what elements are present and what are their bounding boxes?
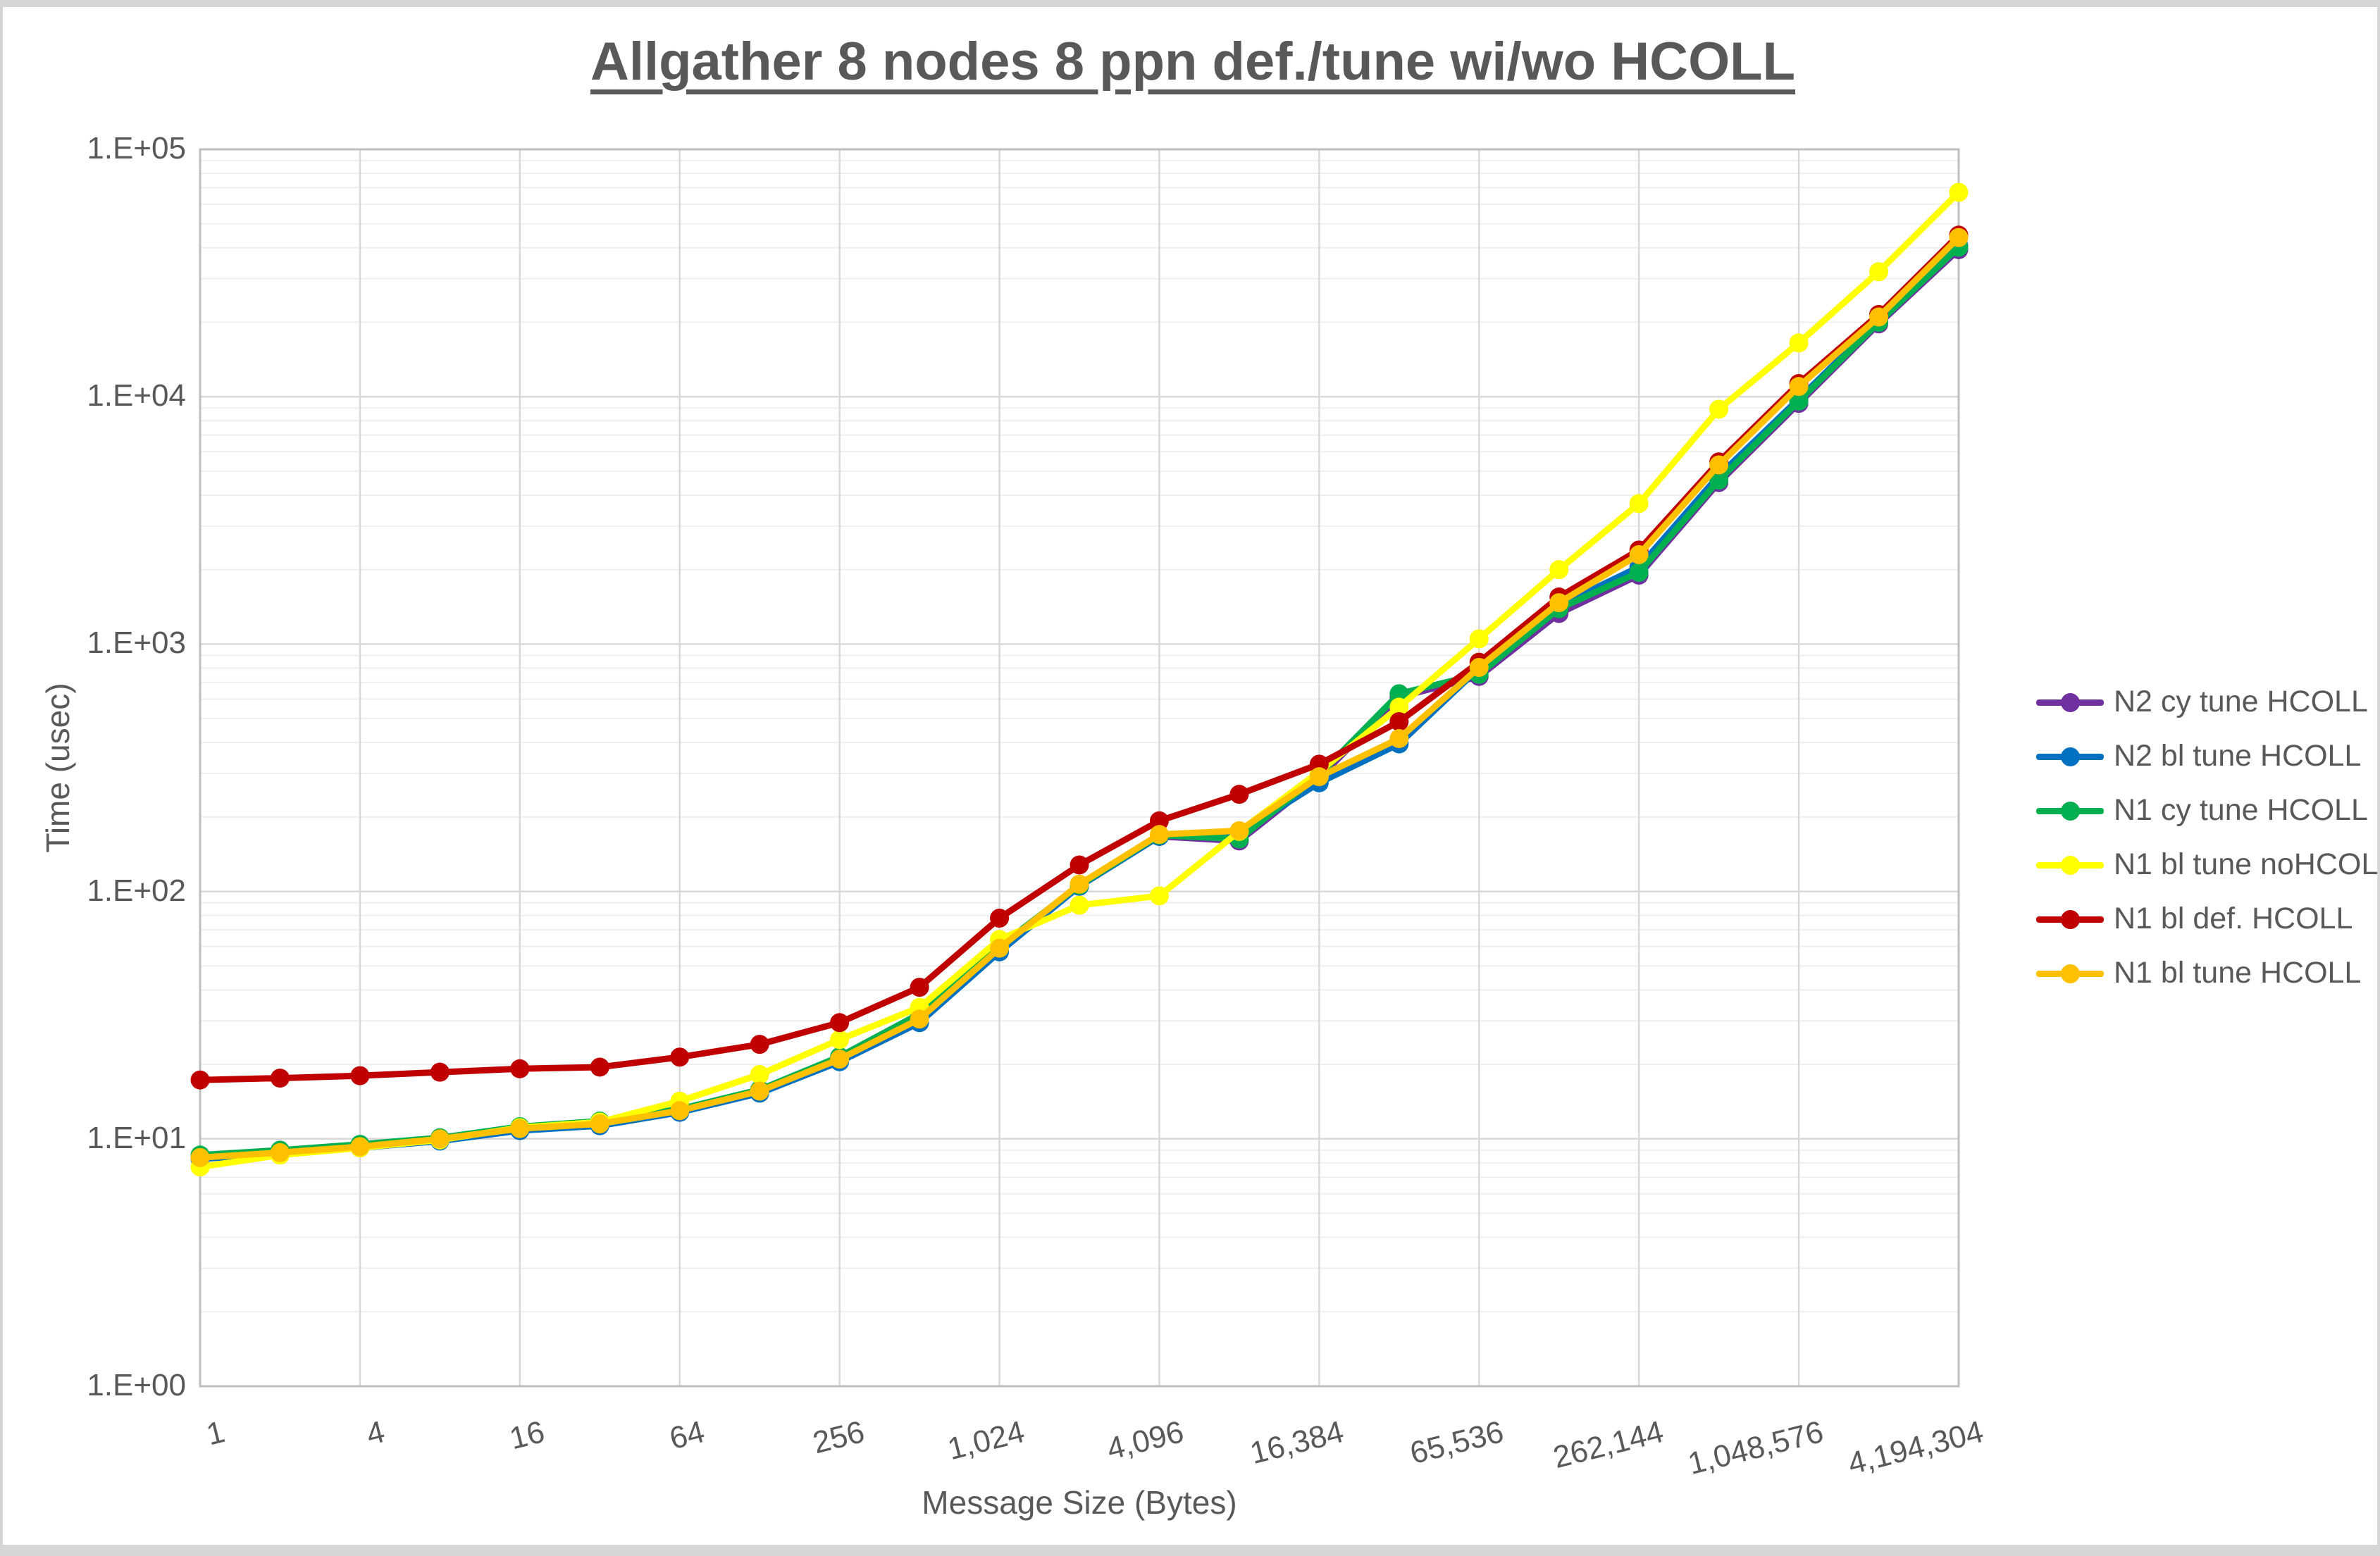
- data-point: [750, 1064, 769, 1084]
- data-point: [910, 978, 929, 997]
- data-point: [430, 1062, 450, 1082]
- data-point: [830, 1013, 850, 1033]
- data-point: [830, 1030, 850, 1050]
- legend-marker-icon: [2036, 964, 2104, 983]
- data-point: [270, 1143, 290, 1162]
- data-point: [1309, 767, 1329, 787]
- legend-marker-icon: [2036, 692, 2104, 712]
- y-tick-label: 1.E+00: [87, 1368, 186, 1402]
- x-axis-title: Message Size (Bytes): [922, 1484, 1237, 1521]
- y-tick-label: 1.E+05: [87, 131, 186, 166]
- data-point: [990, 908, 1010, 928]
- data-point: [510, 1059, 530, 1078]
- legend-marker-icon: [2036, 801, 2104, 821]
- data-point: [1149, 825, 1169, 845]
- legend-item-n1-bl-def-hcoll[interactable]: N1 bl def. HCOLL: [2036, 892, 2377, 946]
- data-point: [1869, 262, 1889, 282]
- legend-item-n2-cy-tune-hcoll[interactable]: N2 cy tune HCOLL: [2036, 675, 2377, 729]
- legend-label: N1 cy tune HCOLL: [2114, 793, 2368, 827]
- data-point: [910, 1009, 929, 1029]
- chart-title: Allgather 8 nodes 8 ppn def./tune wi/wo …: [590, 32, 1796, 92]
- plot-frame: [199, 148, 1960, 1388]
- legend-label: N2 bl tune HCOLL: [2114, 739, 2362, 773]
- data-point: [670, 1101, 690, 1121]
- data-point: [1629, 563, 1649, 583]
- data-point: [190, 1147, 210, 1167]
- data-point: [1070, 874, 1089, 894]
- data-point: [590, 1114, 609, 1133]
- y-tick-label: 1.E+01: [87, 1120, 186, 1155]
- data-point: [430, 1129, 450, 1149]
- data-point: [1709, 455, 1729, 475]
- legend-label: N1 bl tune noHCOLL: [2114, 847, 2380, 881]
- data-point: [1229, 821, 1249, 840]
- data-point: [1629, 544, 1649, 564]
- data-point: [1149, 886, 1169, 906]
- data-point: [1070, 895, 1089, 915]
- data-point: [190, 1070, 210, 1090]
- data-point: [1789, 377, 1809, 397]
- y-tick-label: 1.E+04: [87, 378, 186, 413]
- data-point: [1789, 333, 1809, 353]
- legend: N2 cy tune HCOLL N2 bl tune HCOLL N1 cy tu…: [2036, 675, 2380, 1000]
- data-point: [1789, 391, 1809, 411]
- data-point: [1949, 182, 1969, 202]
- data-point: [270, 1069, 290, 1088]
- data-point: [590, 1057, 609, 1077]
- legend-label: N1 bl tune HCOLL: [2114, 956, 2362, 990]
- data-point: [670, 1047, 690, 1067]
- data-point: [1469, 629, 1489, 649]
- data-point: [1629, 494, 1649, 514]
- plot-area: [190, 148, 1969, 1388]
- data-point: [1549, 593, 1569, 613]
- legend-label: N2 cy tune HCOLL: [2114, 685, 2368, 718]
- data-point: [1709, 399, 1729, 419]
- data-point: [830, 1050, 850, 1069]
- y-tick-label: 1.E+03: [87, 625, 186, 661]
- legend-marker-icon: [2036, 855, 2104, 875]
- data-point: [1709, 471, 1729, 490]
- data-point: [1469, 657, 1489, 677]
- data-point: [1389, 711, 1409, 731]
- series-line-n1-bl-def-hcoll: [197, 232, 1962, 1083]
- data-point: [510, 1119, 530, 1138]
- data-point: [750, 1035, 769, 1054]
- data-point: [750, 1081, 769, 1101]
- data-point: [1389, 697, 1409, 717]
- legend-marker-icon: [2036, 747, 2104, 766]
- legend-label: N1 bl def. HCOLL: [2114, 902, 2353, 935]
- data-point: [350, 1066, 370, 1085]
- data-point: [1869, 307, 1889, 327]
- series-line-n1-cy-tune-hcoll: [197, 244, 1962, 1159]
- data-point: [1070, 855, 1089, 875]
- y-axis-title: Time (usec): [39, 683, 76, 853]
- data-point: [1229, 785, 1249, 804]
- legend-item-n1-bl-tune-nohcoll[interactable]: N1 bl tune noHCOLL: [2036, 838, 2380, 892]
- legend-item-n1-bl-tune-hcoll[interactable]: N1 bl tune HCOLL: [2036, 946, 2377, 1000]
- legend-item-n1-cy-tune-hcoll[interactable]: N1 cy tune HCOLL: [2036, 783, 2377, 838]
- data-point: [1949, 228, 1969, 247]
- data-point: [1549, 560, 1569, 580]
- y-tick-label: 1.E+02: [87, 873, 186, 908]
- legend-item-n2-bl-tune-hcoll[interactable]: N2 bl tune HCOLL: [2036, 729, 2377, 783]
- legend-marker-icon: [2036, 909, 2104, 929]
- data-point: [1149, 811, 1169, 830]
- data-point: [350, 1137, 370, 1157]
- data-point: [1389, 684, 1409, 704]
- data-point: [1389, 729, 1409, 749]
- data-point: [990, 938, 1010, 958]
- series-line-n1-bl-tune-hcoll: [197, 234, 1962, 1161]
- series-line-n2-bl-tune-hcoll: [197, 242, 1962, 1162]
